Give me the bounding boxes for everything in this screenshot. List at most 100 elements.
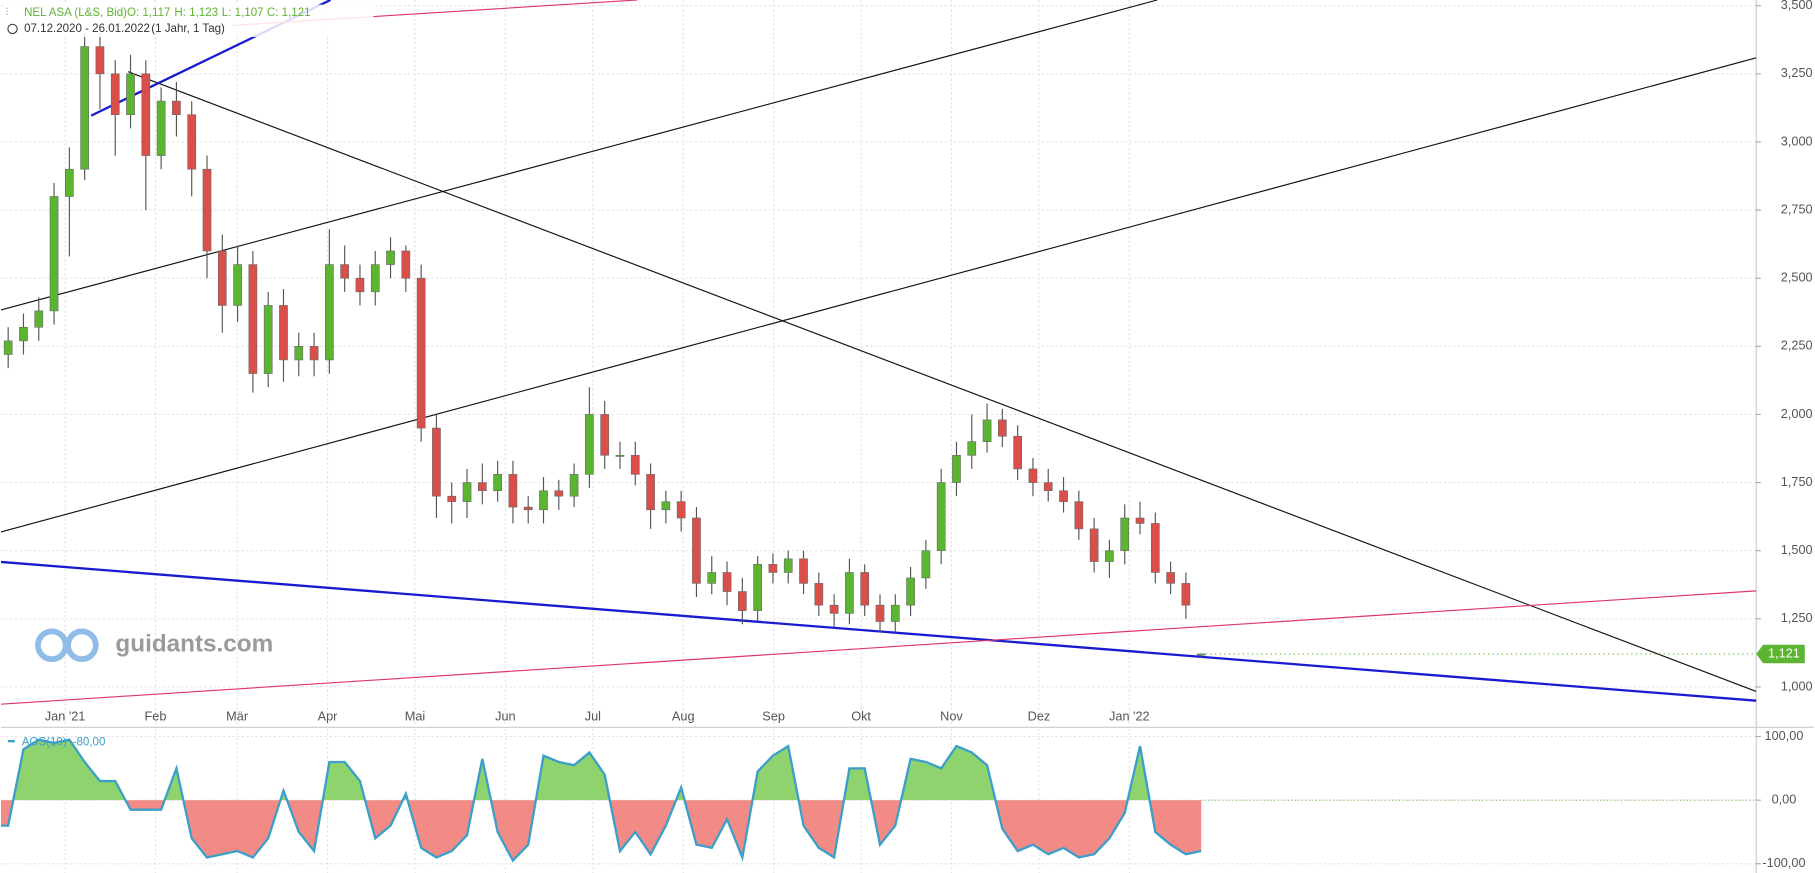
- candle-body: [309, 346, 319, 361]
- y-tick-label: 3,000: [1781, 133, 1813, 148]
- candle-body: [1013, 435, 1022, 470]
- y-tick-label: 1,500: [1781, 542, 1813, 557]
- candle-body: [477, 482, 487, 492]
- x-tick-label: Sep: [762, 708, 785, 723]
- candle-body: [952, 455, 961, 483]
- candle-body: [967, 441, 977, 456]
- x-tick-label: Jan '22: [1109, 708, 1150, 723]
- trend-line: [0, 590, 1757, 705]
- logo-icon: [65, 628, 99, 662]
- y-tick-label: -100,00: [1762, 855, 1805, 870]
- candle-body: [294, 346, 304, 361]
- candle-body: [202, 168, 212, 252]
- candle-body: [661, 501, 671, 511]
- x-tick-label: Apr: [318, 708, 339, 723]
- trend-line: [0, 0, 1158, 311]
- x-tick-label: Dez: [1028, 708, 1051, 723]
- candle-body: [1089, 528, 1099, 562]
- candle-body: [1181, 583, 1191, 606]
- axis-labels: Jan '21 Feb Mär Apr Mai Jun Jul Aug Sep Okt Nov Dez…: [45, 0, 1813, 870]
- candle-body: [890, 604, 900, 622]
- candle-body: [1150, 523, 1160, 573]
- x-tick-label: Okt: [851, 708, 871, 723]
- candle-body: [248, 264, 258, 374]
- candle-body: [401, 250, 411, 279]
- x-tick-label: Nov: [940, 708, 963, 723]
- candle-body: [172, 100, 181, 116]
- header-bg: [3, 4, 374, 38]
- indicator-value: -80,00: [73, 736, 106, 748]
- period: 07.12.2020 - 26.01.2022: [24, 23, 150, 35]
- drawings: [0, 0, 1757, 705]
- y-tick-label: 0,00: [1772, 792, 1797, 807]
- ohlc-label: L: 1,107: [222, 7, 264, 19]
- candle-body: [34, 310, 44, 328]
- x-tick-label: Feb: [145, 708, 167, 723]
- y-tick-label: 2,000: [1781, 406, 1813, 421]
- candle-body: [738, 591, 747, 611]
- y-tick-label: 100,00: [1765, 728, 1804, 743]
- ohlc-label: H: 1,123: [174, 7, 218, 19]
- trend-line: [0, 560, 1757, 702]
- candles: [3, 32, 1206, 658]
- candle-body: [539, 490, 548, 511]
- candle-body: [569, 474, 579, 497]
- candle-body: [1166, 572, 1175, 584]
- x-tick-label: Jan '21: [45, 708, 86, 723]
- x-tick-label: Jul: [585, 708, 601, 723]
- candle-body: [814, 583, 824, 606]
- y-tick-label: 2,500: [1781, 270, 1813, 285]
- candle-body: [95, 46, 105, 75]
- candle-body: [110, 73, 120, 116]
- candle-body: [875, 604, 885, 622]
- candle-body: [1120, 517, 1130, 551]
- period-note: (1 Jahr, 1 Tag): [151, 23, 225, 35]
- candle-body: [187, 114, 197, 170]
- candle-body: [936, 482, 946, 551]
- candle-body: [416, 277, 426, 429]
- clock-icon: [7, 23, 18, 35]
- indicator: [0, 738, 1757, 863]
- candle-body: [493, 474, 502, 492]
- candle-body: [768, 564, 778, 573]
- candle-body: [1028, 468, 1038, 483]
- candle-body: [325, 264, 334, 361]
- indicator-line: [0, 738, 1202, 863]
- candle-body: [19, 326, 28, 342]
- x-tick-label: Mär: [226, 708, 249, 723]
- candle-body: [906, 577, 915, 606]
- candle-body: [447, 495, 457, 502]
- candle-body: [65, 168, 74, 197]
- candle-body: [630, 455, 640, 475]
- candle-body: [799, 558, 808, 584]
- x-tick-label: Mai: [405, 708, 425, 723]
- last-price-label: 1,121: [1768, 645, 1800, 660]
- y-tick-label: 3,250: [1781, 65, 1813, 80]
- candle-body: [508, 474, 518, 508]
- candle-body: [600, 414, 610, 456]
- candle-body: [554, 490, 564, 497]
- candle-body: [676, 501, 686, 519]
- candle-body: [49, 196, 59, 312]
- candle-body: [1059, 490, 1068, 502]
- indicator-name: AOS(10): [22, 736, 67, 748]
- candle-body: [783, 558, 793, 573]
- candle-body: [998, 419, 1007, 437]
- grid: [0, 0, 1757, 873]
- last-price-tag: [1756, 644, 1805, 664]
- y-tick-label: 2,750: [1781, 201, 1813, 216]
- candle-body: [921, 550, 931, 579]
- y-tick-label: 1,750: [1781, 474, 1813, 489]
- y-tick-label: 1,000: [1781, 678, 1813, 693]
- candle-body: [217, 250, 227, 306]
- y-tick-label: 2,250: [1781, 338, 1813, 353]
- candle-body: [707, 572, 717, 584]
- candle-body: [126, 73, 135, 116]
- x-tick-label: Aug: [672, 708, 695, 723]
- candle-body: [80, 46, 89, 170]
- candle-body: [722, 572, 732, 592]
- candle-body: [646, 474, 655, 511]
- candle-body: [386, 250, 395, 265]
- y-tick-label: 1,250: [1781, 610, 1813, 625]
